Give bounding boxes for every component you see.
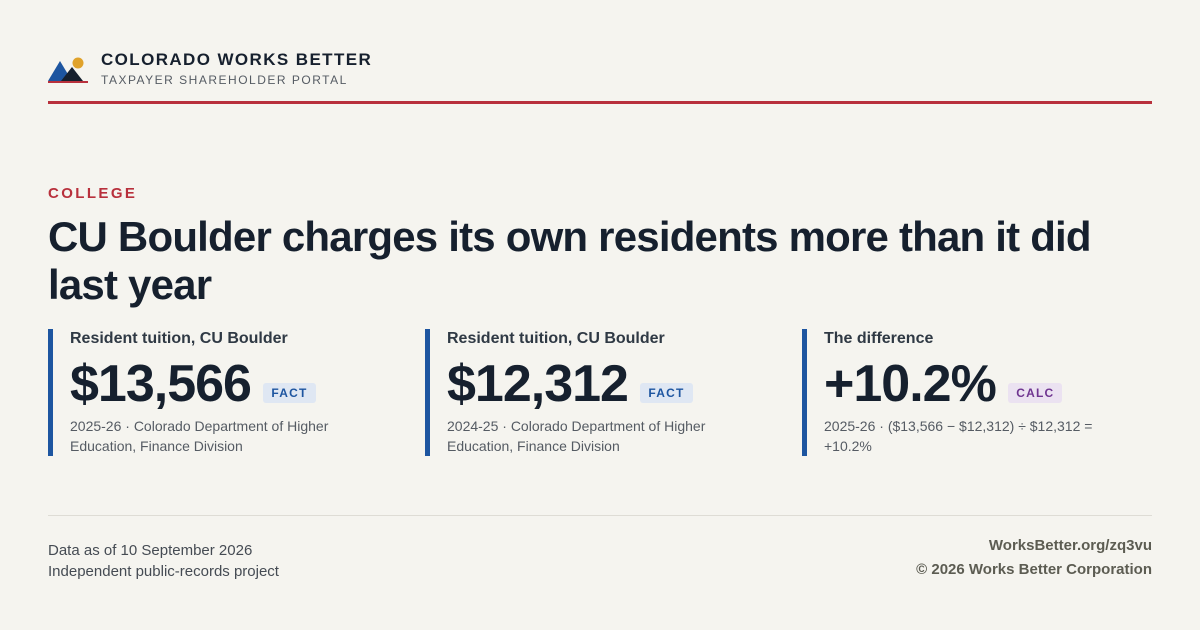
- fact-badge: FACT: [263, 383, 316, 403]
- footer-credits: WorksBetter.org/zq3vu © 2026 Works Bette…: [916, 535, 1152, 580]
- brand-name[interactable]: COLORADO WORKS BETTER: [101, 50, 373, 69]
- stat-value-row: +10.2% CALC: [824, 353, 1063, 415]
- stat-source-note: 2024-25 · Colorado Department of Higher …: [447, 418, 706, 454]
- short-url-link[interactable]: WorksBetter.org/zq3vu: [988, 537, 1152, 554]
- stat-value-row: $13,566 FACT: [70, 353, 316, 415]
- stat-value-row: $12,312 FACT: [447, 353, 693, 415]
- footer-meta: Data as of 10 September 2026 Independent…: [48, 540, 279, 582]
- headline: CU Boulder charges its own residents mor…: [48, 213, 1092, 308]
- stat-calculation-note: 2025-26 · ($13,566 − $12,312) ÷ $12,312 …: [824, 418, 1093, 454]
- stat-value: $12,312: [447, 355, 629, 413]
- category-label: COLLEGE: [48, 185, 138, 202]
- stat-source-note: 2025-26 · Colorado Department of Higher …: [70, 418, 329, 454]
- mountains-sun-icon: [48, 57, 88, 83]
- site-header: COLORADO WORKS BETTER TAXPAYER SHAREHOLD…: [48, 46, 1152, 104]
- stat-card-current-tuition: Resident tuition, CU Boulder $13,566 FAC…: [48, 329, 408, 456]
- stats-row: Resident tuition, CU Boulder $13,566 FAC…: [48, 329, 1152, 456]
- calc-badge: CALC: [1008, 383, 1063, 403]
- stat-value: +10.2%: [824, 355, 997, 413]
- stat-card-previous-tuition: Resident tuition, CU Boulder $12,312 FAC…: [425, 329, 785, 456]
- fact-badge: FACT: [640, 383, 693, 403]
- data-as-of: Data as of 10 September 2026: [48, 542, 253, 559]
- footer-divider: [48, 515, 1152, 516]
- brand-subtitle: TAXPAYER SHAREHOLDER PORTAL: [101, 73, 348, 87]
- stat-value: $13,566: [70, 355, 252, 413]
- stat-label: Resident tuition, CU Boulder: [70, 330, 288, 347]
- project-description: Independent public-records project: [48, 563, 279, 580]
- copyright: © 2026 Works Better Corporation: [916, 561, 1152, 578]
- stat-label: Resident tuition, CU Boulder: [447, 330, 665, 347]
- stat-label: The difference: [824, 330, 934, 347]
- stat-card-difference: The difference +10.2% CALC 2025-26 · ($1…: [802, 329, 1152, 456]
